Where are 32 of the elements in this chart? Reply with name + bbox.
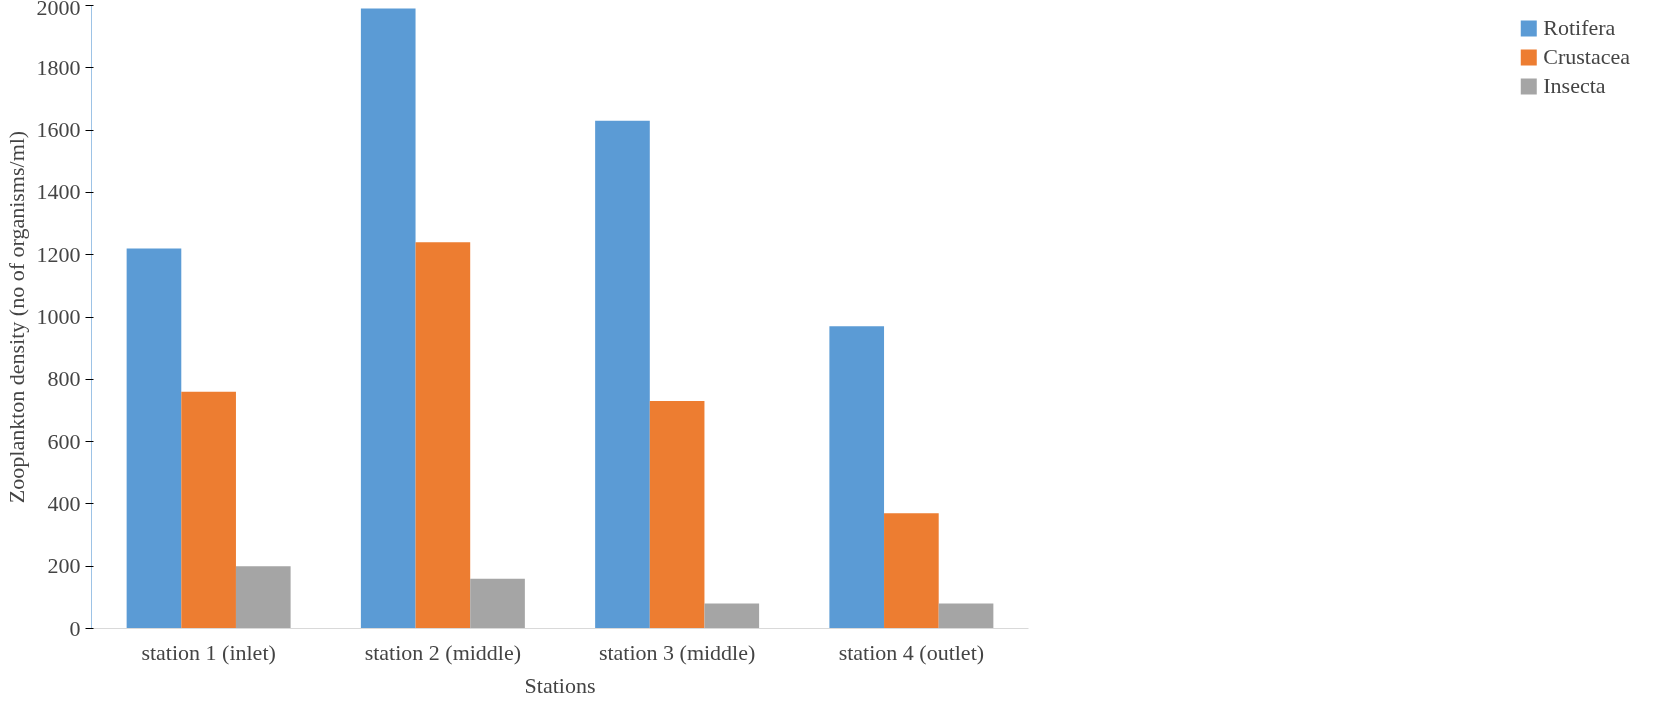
y-tick-label: 200 bbox=[47, 553, 81, 579]
y-tick-label: 400 bbox=[47, 490, 81, 516]
y-tick-label: 1000 bbox=[36, 304, 81, 329]
bar bbox=[595, 120, 650, 629]
y-tick-label: 1200 bbox=[36, 241, 81, 267]
x-tick-label: station 3 (middle) bbox=[598, 639, 756, 665]
bar bbox=[649, 401, 705, 629]
legend-label: Insecta bbox=[1543, 73, 1606, 99]
bar bbox=[704, 603, 760, 629]
bar bbox=[829, 326, 885, 629]
bar bbox=[938, 603, 994, 629]
y-tick-label: 1600 bbox=[36, 117, 81, 143]
y-tick-label: 600 bbox=[47, 428, 81, 454]
legend-label: Crustacea bbox=[1543, 44, 1630, 70]
bar bbox=[415, 242, 471, 629]
y-tick-label: 800 bbox=[47, 366, 81, 392]
bar bbox=[360, 8, 416, 629]
bar bbox=[470, 578, 525, 629]
bar bbox=[126, 248, 182, 629]
x-tick-label: station 1 (inlet) bbox=[141, 639, 276, 665]
y-tick-label: 2000 bbox=[36, 0, 81, 20]
y-axis-title: Zooplankton density (no of organisms/ml) bbox=[3, 130, 29, 504]
x-tick-label: station 2 (middle) bbox=[364, 639, 522, 665]
x-tick-label: station 4 (outlet) bbox=[838, 639, 985, 665]
y-tick-label: 1400 bbox=[36, 179, 81, 205]
legend-label: Rotifera bbox=[1543, 15, 1616, 41]
bar bbox=[181, 391, 236, 629]
x-axis-title: Stations bbox=[524, 672, 596, 698]
y-tick-label: 1800 bbox=[36, 54, 81, 80]
bar bbox=[235, 566, 291, 629]
bar bbox=[884, 513, 939, 629]
y-tick-label: 0 bbox=[69, 615, 81, 641]
